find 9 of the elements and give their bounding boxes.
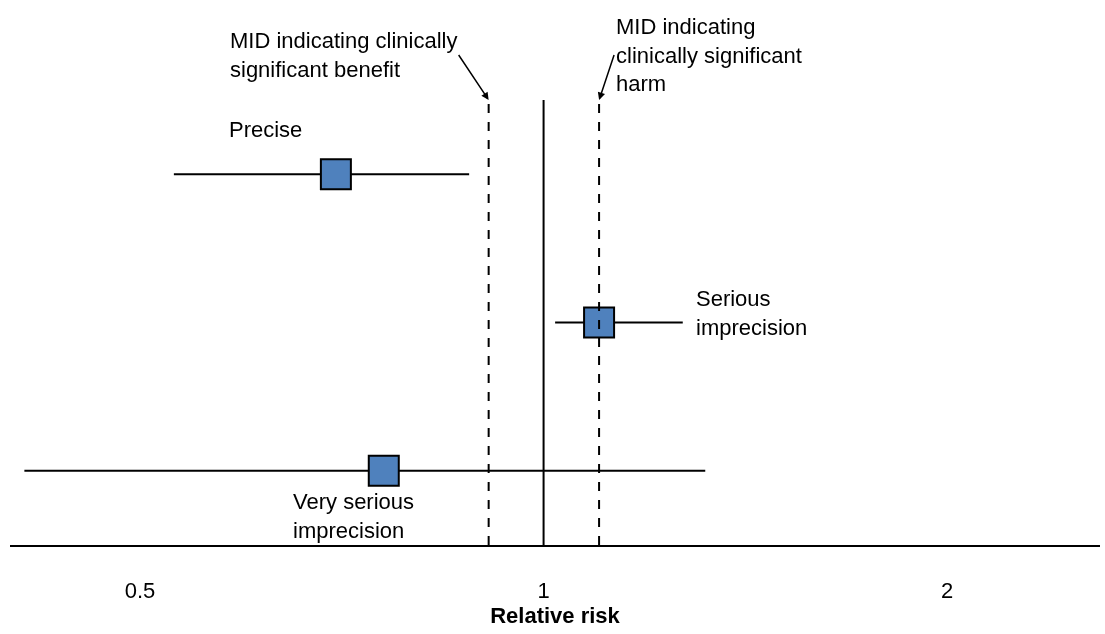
- series-label: Very serious imprecision: [293, 489, 415, 543]
- x-tick-label: 2: [941, 578, 954, 604]
- x-tick-label: 0.5: [124, 578, 156, 604]
- ref-line-label: MID indicating clinically significant harm: [616, 14, 802, 97]
- ref-line-label: MID indicating clinically significant benefit: [230, 28, 458, 82]
- x-tick-label: 1: [537, 578, 550, 604]
- legend-label: Serious imprecision: [696, 286, 808, 340]
- series-label: Precise: [229, 117, 303, 142]
- x-axis-title: Relative risk: [490, 603, 621, 629]
